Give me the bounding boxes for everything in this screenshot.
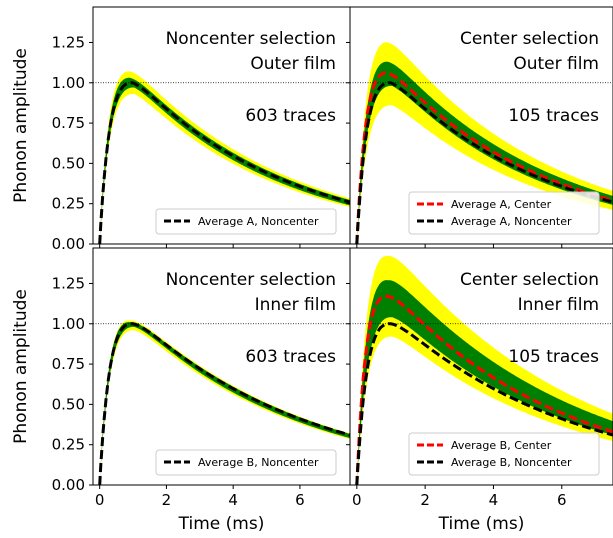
y-tick-label: 1.25 (52, 274, 85, 292)
panel-annotation-line: Inner film (255, 295, 336, 315)
y-tick-label: 0.00 (52, 476, 85, 494)
x-tick-label: 2 (420, 491, 430, 509)
panel-annotation-line: Noncenter selection (166, 270, 336, 290)
legend-box (155, 208, 337, 235)
x-tick-label: 4 (228, 491, 238, 509)
plot-area (350, 42, 613, 244)
series-line-1 (355, 294, 613, 485)
axes-frame (349, 6, 613, 245)
legend: Average B, Noncenter (155, 449, 337, 476)
series-line-2 (355, 322, 613, 485)
chart-panel-4: 0 2 4 6 Time (ms) Center selection Inner film 1… (346, 247, 613, 534)
legend-entry: Average B, Noncenter (198, 456, 319, 469)
y-tick-label: 0.75 (52, 355, 85, 373)
x-tick-label: 0 (95, 491, 105, 509)
legend-entry: Average A, Noncenter (451, 215, 572, 228)
chart-panel-1: 0.00 0.25 0.50 0.75 1.00 1.25 Phonon amplitude… (11, 6, 351, 253)
panel-annotation-line: Outer film (513, 54, 599, 74)
y-axis-label: Phonon amplitude (11, 48, 31, 203)
legend-entry: Average B, Noncenter (451, 456, 572, 469)
x-tick-label: 6 (295, 491, 305, 509)
legend-entry: Average A, Noncenter (198, 215, 319, 228)
legend: Average A, Noncenter (155, 208, 337, 235)
y-tick-label: 0.50 (52, 154, 85, 172)
series-line-2 (355, 81, 613, 244)
confidence-band-2 (356, 280, 613, 485)
panel-annotation-line: Noncenter selection (166, 29, 336, 49)
y-tick-label: 0.25 (52, 436, 85, 454)
trace-count-label: 105 traces (508, 347, 599, 367)
series-line-1 (355, 71, 613, 244)
x-tick-label: 0 (352, 491, 362, 509)
x-tick-label: 2 (162, 491, 172, 509)
panel-annotation-line: Outer film (250, 54, 336, 74)
y-tick-label: 0.25 (52, 195, 85, 213)
y-tick-label: 0.00 (52, 235, 85, 253)
legend-box (155, 449, 337, 476)
plot-area (93, 71, 350, 244)
x-axis-label: Time (ms) (178, 514, 265, 534)
y-tick-label: 0.75 (52, 114, 85, 132)
panel-annotation-line: Center selection (460, 29, 599, 49)
legend: Average B, Center Average B, Noncenter (408, 432, 600, 476)
confidence-band-1 (99, 71, 350, 244)
chart-panel-3: 0.00 0.25 0.50 0.75 1.00 1.25 0 2 4 6 Phonon ampli… (11, 247, 351, 534)
x-tick-label: 6 (557, 491, 567, 509)
plot-area (93, 320, 350, 485)
y-tick-label: 1.25 (52, 33, 85, 51)
y-tick-label: 0.50 (52, 395, 85, 413)
legend: Average A, Center Average A, Noncenter (408, 191, 600, 235)
x-axis-label: Time (ms) (438, 514, 525, 534)
legend-box (408, 432, 600, 476)
y-tick-label: 1.00 (52, 315, 85, 333)
series-line-1 (98, 81, 350, 244)
trace-count-label: 603 traces (245, 106, 336, 126)
x-tick-label: 4 (489, 491, 499, 509)
panel-annotation-line: Inner film (518, 295, 599, 315)
y-axis-label: Phonon amplitude (11, 289, 31, 444)
legend-entry: Average A, Center (451, 198, 552, 211)
plot-area (350, 255, 613, 485)
trace-count-label: 105 traces (508, 106, 599, 126)
axes-frame (349, 247, 613, 486)
legend-entry: Average B, Center (451, 439, 552, 452)
legend-box (408, 191, 600, 235)
chart-panel-2: Center selection Outer film 105 traces Aver… (346, 6, 613, 248)
panel-annotation-line: Center selection (460, 270, 599, 290)
y-tick-label: 1.00 (52, 74, 85, 92)
trace-count-label: 603 traces (245, 347, 336, 367)
